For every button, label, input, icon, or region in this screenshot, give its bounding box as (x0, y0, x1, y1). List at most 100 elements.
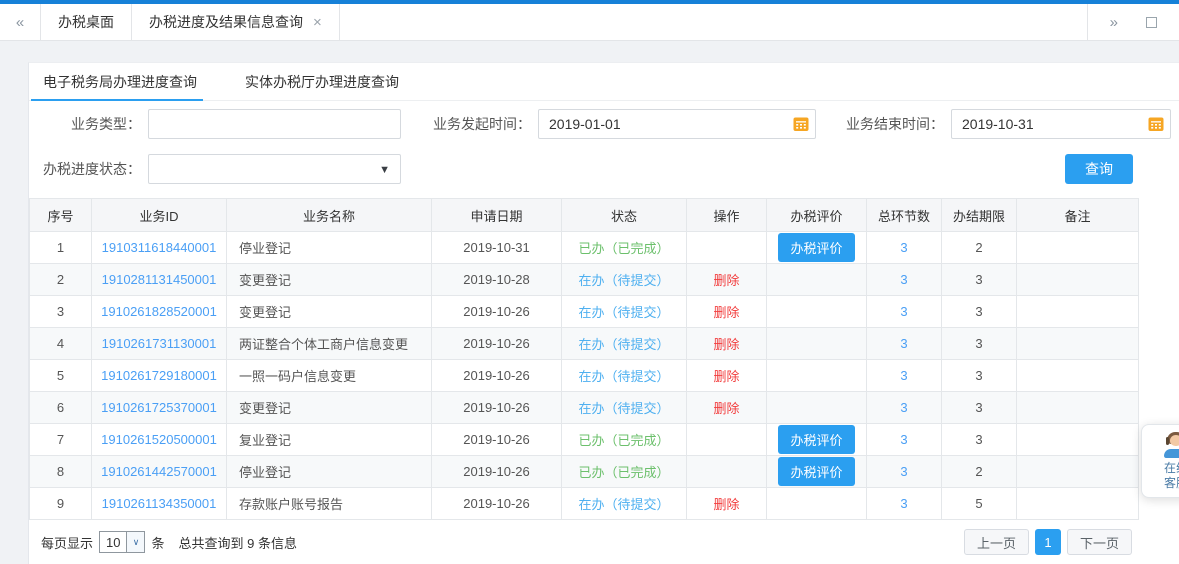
business-id-link[interactable]: 1910311618440001 (101, 240, 217, 255)
business-type-input[interactable] (148, 109, 401, 139)
cell-action: 删除 (686, 487, 767, 520)
expand-tabs-icon[interactable]: » (1109, 13, 1118, 31)
steps-link[interactable]: 3 (900, 496, 908, 511)
cell-status: 在办（待提交） (561, 263, 687, 296)
cell-remark (1016, 359, 1139, 392)
delete-link[interactable]: 删除 (713, 369, 740, 384)
calendar-icon[interactable] (793, 116, 809, 132)
cell-total-steps: 3 (866, 391, 942, 424)
cell-apply-date: 2019-10-26 (431, 295, 562, 328)
evaluate-button[interactable]: 办税评价 (778, 233, 855, 262)
cell-business-name: 两证整合个体工商户信息变更 (226, 327, 432, 360)
calendar-icon[interactable] (1148, 116, 1164, 132)
cell-business-id: 1910261134350001 (91, 487, 227, 520)
online-customer-service-widget[interactable]: 在线 客服 (1141, 424, 1179, 498)
cell-status: 已办（已完成） (561, 423, 687, 456)
end-time-input[interactable] (951, 109, 1171, 139)
window-tabbar: « 办税桌面 办税进度及结果信息查询 × » (0, 4, 1179, 41)
cell-evaluate (766, 295, 867, 328)
table-row: 2 1910281131450001 变更登记 2019-10-28 在办（待提交） 删除… (29, 263, 1139, 296)
column-header-seq: 序号 (29, 198, 92, 232)
cell-total-steps: 3 (866, 359, 942, 392)
delete-link[interactable]: 删除 (713, 305, 740, 320)
business-id-link[interactable]: 1910261520500001 (101, 432, 217, 447)
business-id-link[interactable]: 1910261442570001 (101, 464, 217, 479)
cell-total-steps: 3 (866, 231, 942, 264)
column-header-action: 操作 (686, 198, 767, 232)
steps-link[interactable]: 3 (900, 432, 908, 447)
query-button[interactable]: 查询 (1065, 154, 1133, 184)
tab-hall-progress-query[interactable]: 实体办税厅办理进度查询 (243, 63, 401, 100)
cell-evaluate: 办税评价 (766, 455, 867, 488)
start-time-input[interactable] (538, 109, 816, 139)
table-row: 6 1910261725370001 变更登记 2019-10-26 在办（待提交） 删除… (29, 391, 1139, 424)
per-page-value: 10 (106, 534, 121, 550)
business-id-link[interactable]: 1910261134350001 (101, 496, 217, 511)
close-tab-icon[interactable]: × (313, 13, 322, 31)
page-buttons: 上一页 1 下一页 (963, 529, 1132, 555)
cell-business-name: 变更登记 (226, 391, 432, 424)
start-time-field-wrap (538, 109, 816, 139)
cell-evaluate: 办税评价 (766, 231, 867, 264)
collapse-tabs-icon[interactable]: « (15, 13, 25, 31)
cell-remark (1016, 423, 1139, 456)
cell-status: 在办（待提交） (561, 487, 687, 520)
per-page-suffix: 条 (151, 535, 165, 551)
per-page-select[interactable]: 10 ∨ (99, 531, 146, 553)
delete-link[interactable]: 删除 (713, 401, 740, 416)
cell-remark (1016, 263, 1139, 296)
maximize-icon[interactable] (1146, 16, 1157, 28)
cell-total-steps: 3 (866, 295, 942, 328)
window-accent-bar (0, 0, 1179, 4)
customer-service-label-line1: 在线 (1163, 461, 1179, 475)
status-text: 已办（已完成） (578, 433, 670, 448)
steps-link[interactable]: 3 (900, 240, 908, 255)
business-id-link[interactable]: 1910261729180001 (101, 368, 217, 383)
cell-business-id: 1910261731130001 (91, 327, 227, 360)
business-id-link[interactable]: 1910261731130001 (101, 336, 217, 351)
progress-status-select[interactable]: ▼ (148, 154, 401, 184)
table-row: 4 1910261731130001 两证整合个体工商户信息变更 2019-10-26… (29, 327, 1139, 360)
status-text: 在办（待提交） (578, 305, 670, 320)
delete-link[interactable]: 删除 (713, 337, 740, 352)
business-id-link[interactable]: 1910261725370001 (101, 400, 217, 415)
cell-status: 在办（待提交） (561, 391, 687, 424)
status-text: 在办（待提交） (578, 337, 670, 352)
cell-apply-date: 2019-10-26 (431, 327, 562, 360)
cell-status: 已办（已完成） (561, 231, 687, 264)
delete-link[interactable]: 删除 (713, 497, 740, 512)
cell-business-id: 1910261725370001 (91, 391, 227, 424)
delete-link[interactable]: 删除 (713, 273, 740, 288)
cell-business-id: 1910261828520001 (91, 295, 227, 328)
steps-link[interactable]: 3 (900, 400, 908, 415)
column-header-total-steps: 总环节数 (866, 198, 942, 232)
business-id-link[interactable]: 1910261828520001 (101, 304, 217, 319)
steps-link[interactable]: 3 (900, 368, 908, 383)
cell-business-name: 停业登记 (226, 455, 432, 488)
next-page-button[interactable]: 下一页 (1066, 529, 1132, 555)
prev-page-button[interactable]: 上一页 (963, 529, 1029, 555)
chevron-down-icon: ∨ (126, 532, 145, 552)
cell-apply-date: 2019-10-26 (431, 487, 562, 520)
evaluate-button[interactable]: 办税评价 (778, 425, 855, 454)
tab-etax-progress-query[interactable]: 电子税务局办理进度查询 (31, 63, 203, 101)
cell-total-steps: 3 (866, 487, 942, 520)
business-id-link[interactable]: 1910281131450001 (101, 272, 217, 287)
current-page-button[interactable]: 1 (1034, 529, 1061, 555)
status-text: 在办（待提交） (578, 401, 670, 416)
column-header-apply-date: 申请日期 (431, 198, 562, 232)
end-time-field-wrap (951, 109, 1171, 139)
steps-link[interactable]: 3 (900, 272, 908, 287)
window-tab-desktop[interactable]: 办税桌面 (40, 4, 131, 40)
window-tab-progress-query[interactable]: 办税进度及结果信息查询 × (131, 4, 340, 40)
cell-seq: 9 (29, 487, 92, 520)
cell-deadline: 2 (941, 231, 1017, 264)
cell-business-name: 存款账户账号报告 (226, 487, 432, 520)
cell-business-id: 1910261442570001 (91, 455, 227, 488)
cell-action: 删除 (686, 327, 767, 360)
steps-link[interactable]: 3 (900, 464, 908, 479)
steps-link[interactable]: 3 (900, 304, 908, 319)
steps-link[interactable]: 3 (900, 336, 908, 351)
evaluate-button[interactable]: 办税评价 (778, 457, 855, 486)
cell-business-name: 变更登记 (226, 295, 432, 328)
